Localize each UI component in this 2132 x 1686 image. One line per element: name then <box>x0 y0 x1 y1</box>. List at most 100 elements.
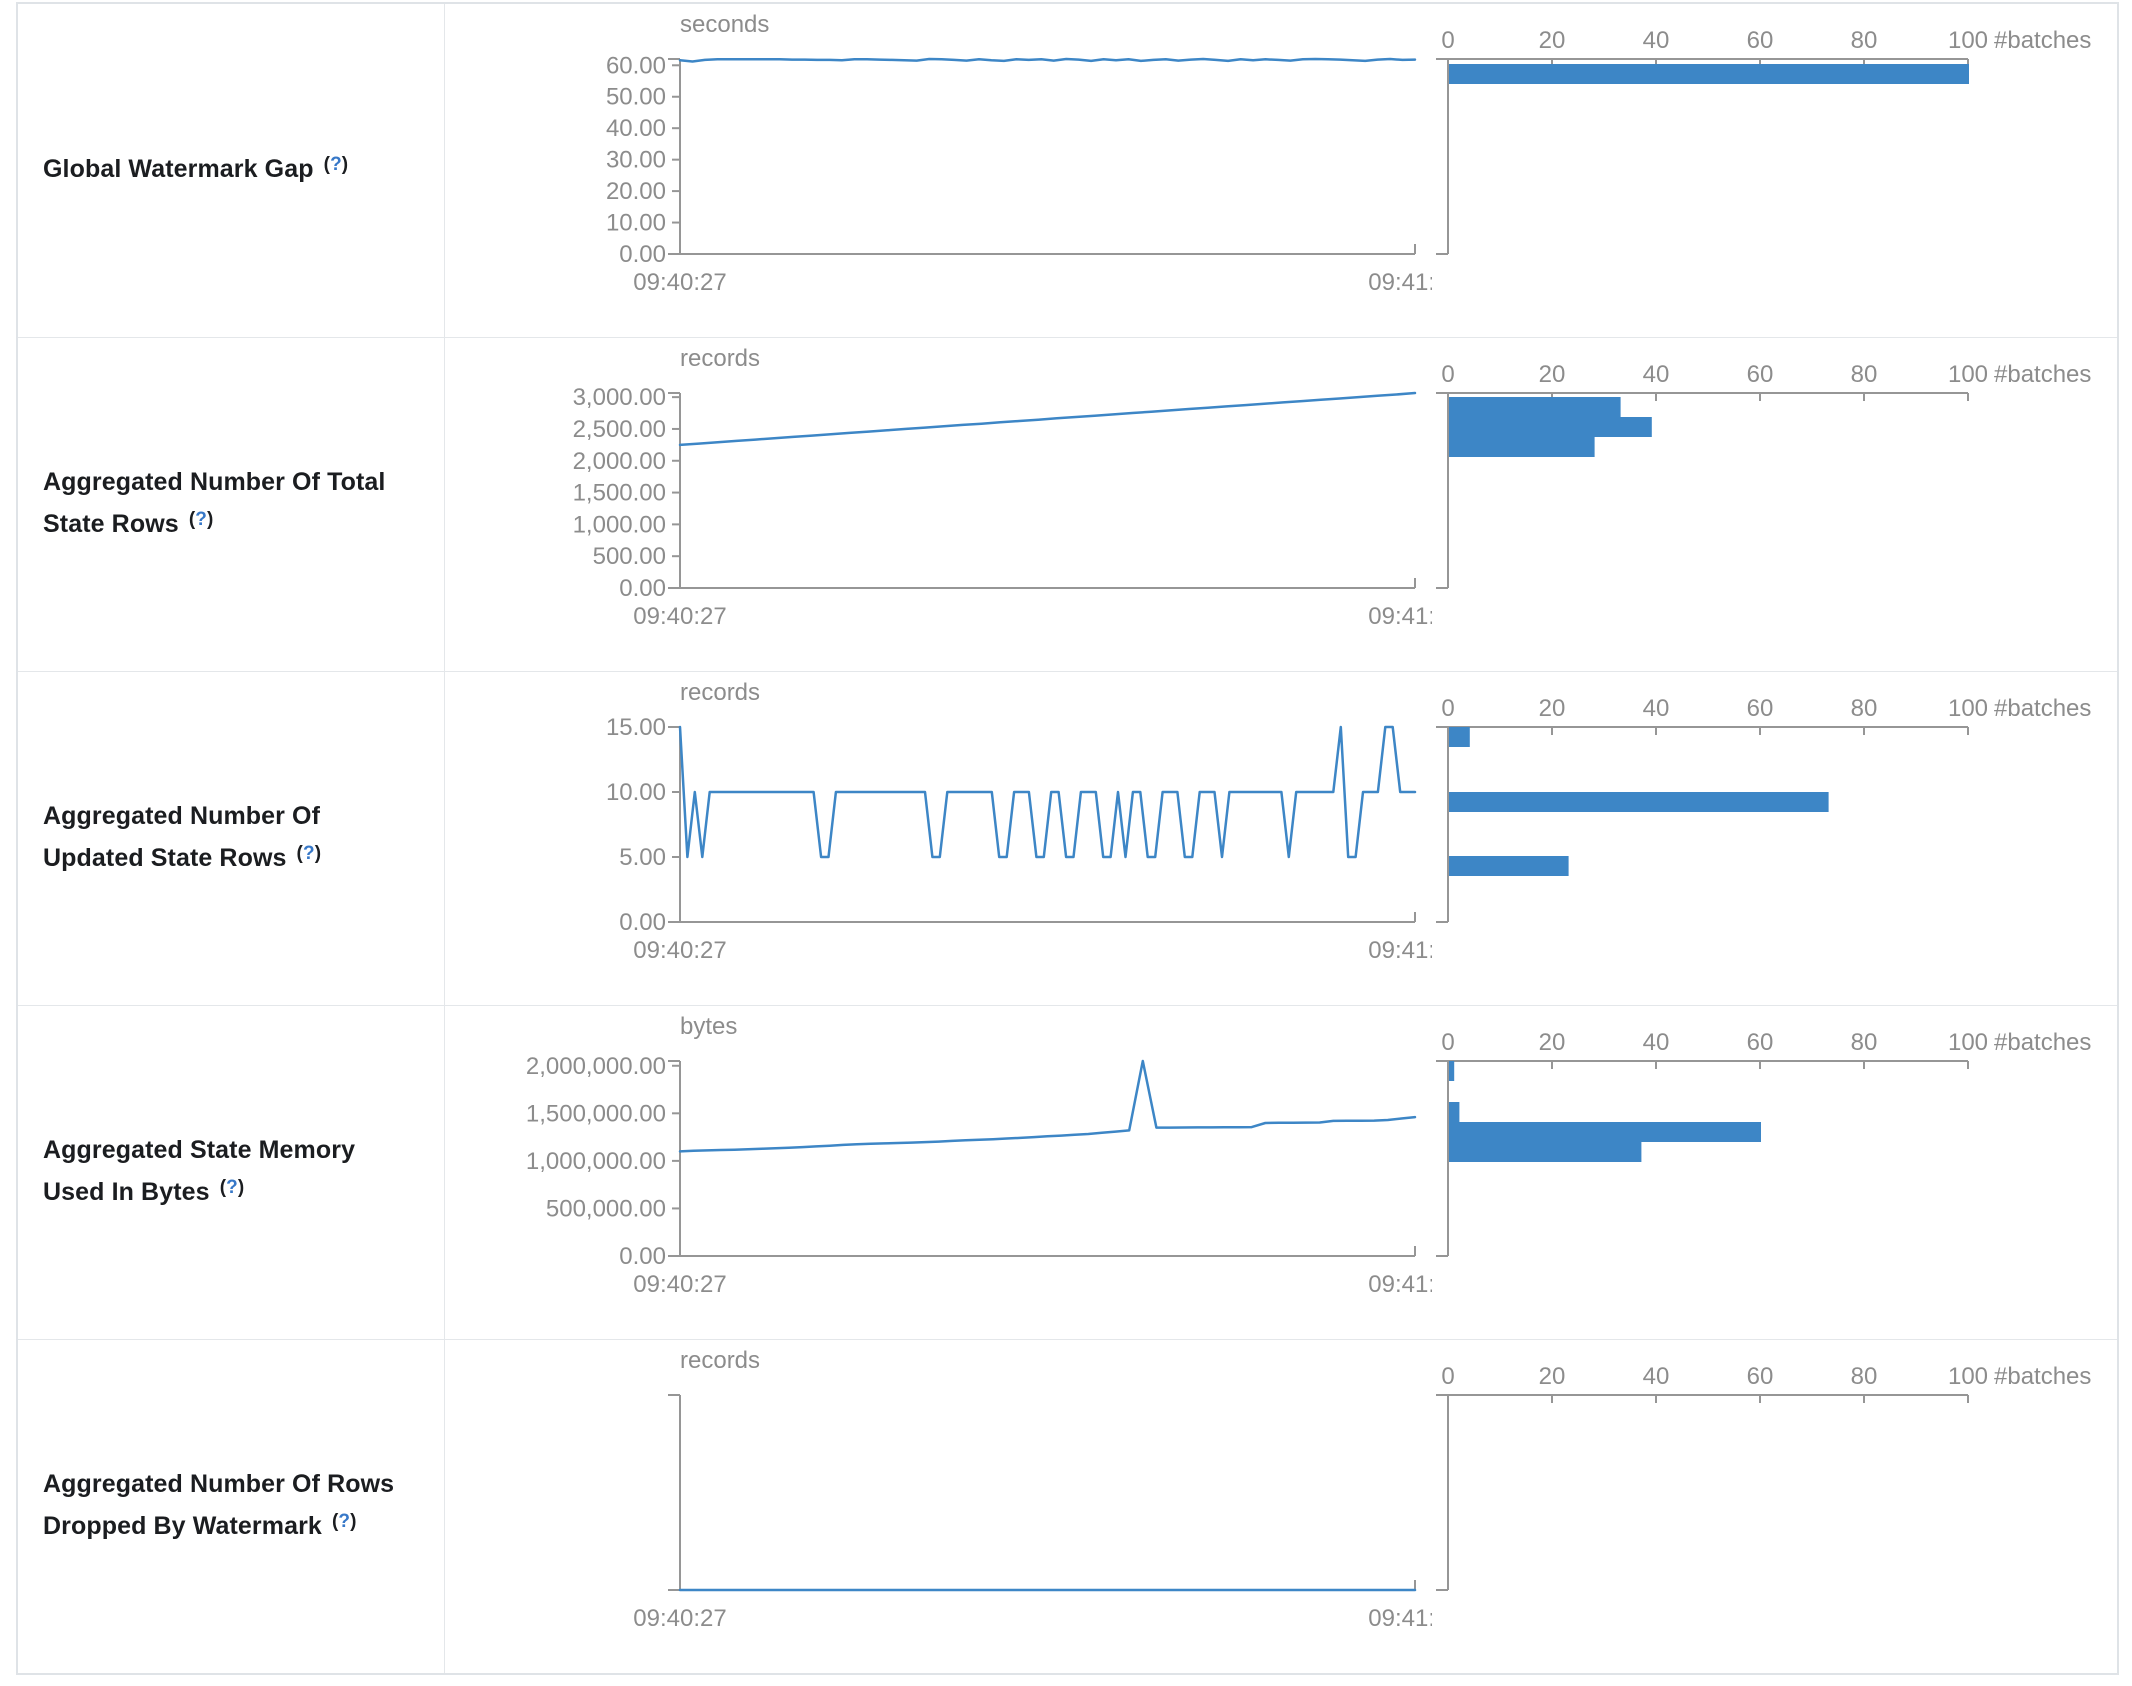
timeline-chart: records 0.00 5.00 10.00 15.00 09:40:27 09:41:5… <box>606 679 1432 964</box>
batches-label: #batches <box>1994 27 2091 54</box>
metric-label-cell: Global Watermark Gap (?) <box>18 4 445 337</box>
histogram-tick-label: 60 <box>1747 1363 1774 1390</box>
time-label-end: 09:41:56 <box>1368 937 1432 964</box>
chart-cell: records 0.00 5.00 10.00 15.00 09:40:27 09:41:5… <box>445 672 2117 1005</box>
help-question-mark: ? <box>302 843 315 864</box>
histogram-chart: 0 20 40 60 80 100 #batches <box>1436 695 2092 923</box>
y-tick-label: 1,000.00 <box>573 511 666 538</box>
histogram-tick-label: 80 <box>1851 695 1878 722</box>
metric-label-cell: Aggregated State Memory Used In Bytes (?… <box>18 1006 445 1339</box>
histogram-tick-label: 100 <box>1948 1029 1988 1056</box>
metric-label: Global Watermark Gap (?) <box>43 148 348 193</box>
y-tick-label: 500.00 <box>593 543 666 570</box>
histogram-tick-label: 80 <box>1851 1363 1878 1390</box>
chart-cell: records 0.00 500.00 1,000.00 1,500.00 2,000.0… <box>445 338 2117 671</box>
help-question-mark: ? <box>226 1177 238 1198</box>
histogram-tick-label: 80 <box>1851 27 1878 54</box>
series-line <box>678 57 1417 63</box>
metric-row: Aggregated Number Of Rows Dropped By Wat… <box>18 1340 2117 1673</box>
metric-label-cell: Aggregated Number Of Rows Dropped By Wat… <box>18 1340 445 1673</box>
histogram-bar <box>1449 1142 1642 1162</box>
y-tick-label: 30.00 <box>606 147 666 174</box>
metric-label-text: Aggregated State Memory Used In Bytes <box>43 1136 356 1206</box>
histogram-tick-label: 60 <box>1747 361 1774 388</box>
histogram-bar <box>1449 1102 1460 1122</box>
y-tick-label: 20.00 <box>606 178 666 205</box>
metric-row: Aggregated Number Of Total State Rows (?… <box>18 338 2117 672</box>
histogram-tick-label: 40 <box>1643 361 1670 388</box>
y-tick-label: 1,500.00 <box>573 480 666 507</box>
histogram-tick-label: 0 <box>1442 1363 1455 1390</box>
histogram-bar <box>1449 1122 1762 1142</box>
help-paren-close: ) <box>206 509 214 530</box>
help-question-link[interactable]: (?) <box>220 1177 245 1198</box>
help-question-link[interactable]: (?) <box>297 843 322 864</box>
histogram-tick-label: 80 <box>1851 1029 1878 1056</box>
histogram-tick-label: 60 <box>1747 27 1774 54</box>
series-line <box>678 1059 1417 1153</box>
time-label-start: 09:40:27 <box>633 937 726 964</box>
y-tick-label: 60.00 <box>606 52 666 79</box>
help-paren-open: ( <box>219 1177 227 1198</box>
time-label-start: 09:40:27 <box>633 1605 726 1632</box>
histogram-tick-label: 100 <box>1948 361 1988 388</box>
time-label-start: 09:40:27 <box>633 1271 726 1298</box>
time-label-start: 09:40:27 <box>633 269 726 296</box>
batches-label: #batches <box>1994 695 2091 722</box>
y-tick-label: 0.00 <box>619 575 666 602</box>
unit-label: seconds <box>680 11 769 38</box>
help-paren-close: ) <box>314 843 322 864</box>
help-paren-close: ) <box>350 1511 357 1532</box>
histogram-tick-label: 0 <box>1442 361 1455 388</box>
y-tick-label: 10.00 <box>606 779 666 806</box>
batches-label: #batches <box>1994 1029 2091 1056</box>
help-question-link[interactable]: (?) <box>324 154 349 175</box>
y-tick-label: 2,000.00 <box>573 448 666 475</box>
metric-label-cell: Aggregated Number Of Total State Rows (?… <box>18 338 445 671</box>
time-label-end: 09:41:56 <box>1368 603 1432 630</box>
series-line <box>678 391 1417 447</box>
histogram-chart: 0 20 40 60 80 100 #batches <box>1436 1363 2092 1591</box>
histogram-tick-label: 100 <box>1948 27 1988 54</box>
help-paren-open: ( <box>296 843 303 864</box>
histogram-tick-label: 0 <box>1442 695 1455 722</box>
histogram-tick-label: 40 <box>1643 27 1670 54</box>
help-question-mark: ? <box>195 509 207 530</box>
histogram-tick-label: 20 <box>1539 1363 1566 1390</box>
y-tick-label: 0.00 <box>619 909 666 936</box>
metrics-table: Global Watermark Gap (?) seconds 0.00 10.00… <box>16 2 2119 1675</box>
time-label-end: 09:41:56 <box>1368 1605 1432 1632</box>
time-label-start: 09:40:27 <box>633 603 726 630</box>
timeline-chart: records 09:40:27 09:41:56 <box>633 1347 1432 1632</box>
histogram-chart: 0 20 40 60 80 100 #batches <box>1436 1029 2092 1257</box>
metric-label-text: Aggregated Number Of Total State Rows <box>43 468 386 538</box>
unit-label: records <box>680 679 760 706</box>
metric-label: Aggregated Number Of Total State Rows (?… <box>43 461 406 548</box>
histogram-chart: 0 20 40 60 80 100 #batches <box>1436 361 2092 589</box>
help-paren-close: ) <box>341 154 349 175</box>
chart-cell: seconds 0.00 10.00 20.00 30.00 40.00 50.00 60.0… <box>445 4 2117 337</box>
unit-label: bytes <box>680 1013 737 1040</box>
timeline-chart: bytes 0.00 500,000.00 1,000,000.00 1,500,000… <box>526 1013 1433 1298</box>
histogram-tick-label: 0 <box>1442 1029 1455 1056</box>
histogram-tick-label: 100 <box>1948 695 1988 722</box>
help-paren-close: ) <box>237 1177 245 1198</box>
help-question-link[interactable]: (?) <box>189 509 214 530</box>
histogram-bar <box>1449 856 1569 876</box>
histogram-tick-label: 40 <box>1643 1029 1670 1056</box>
metric-row: Aggregated State Memory Used In Bytes (?… <box>18 1006 2117 1340</box>
y-tick-label: 2,000,000.00 <box>526 1053 666 1080</box>
histogram-tick-label: 20 <box>1539 1029 1566 1056</box>
chart-cell: records 09:40:27 09:41:56 0 20 40 60 80 100#batc… <box>445 1340 2117 1673</box>
y-tick-label: 2,500.00 <box>573 416 666 443</box>
histogram-bar <box>1449 417 1653 437</box>
time-label-end: 09:41:56 <box>1368 1271 1432 1298</box>
chart-cell: bytes 0.00 500,000.00 1,000,000.00 1,500,000… <box>445 1006 2117 1339</box>
histogram-chart: 0 20 40 60 80 100 #batches <box>1436 27 2092 255</box>
metric-label-text: Aggregated Number Of Updated State Rows <box>43 802 321 872</box>
metric-label: Aggregated Number Of Updated State Rows … <box>43 795 406 882</box>
metric-label-cell: Aggregated Number Of Updated State Rows … <box>18 672 445 1005</box>
histogram-bar <box>1449 64 1970 84</box>
help-question-link[interactable]: (?) <box>332 1511 357 1532</box>
histogram-tick-label: 20 <box>1539 695 1566 722</box>
